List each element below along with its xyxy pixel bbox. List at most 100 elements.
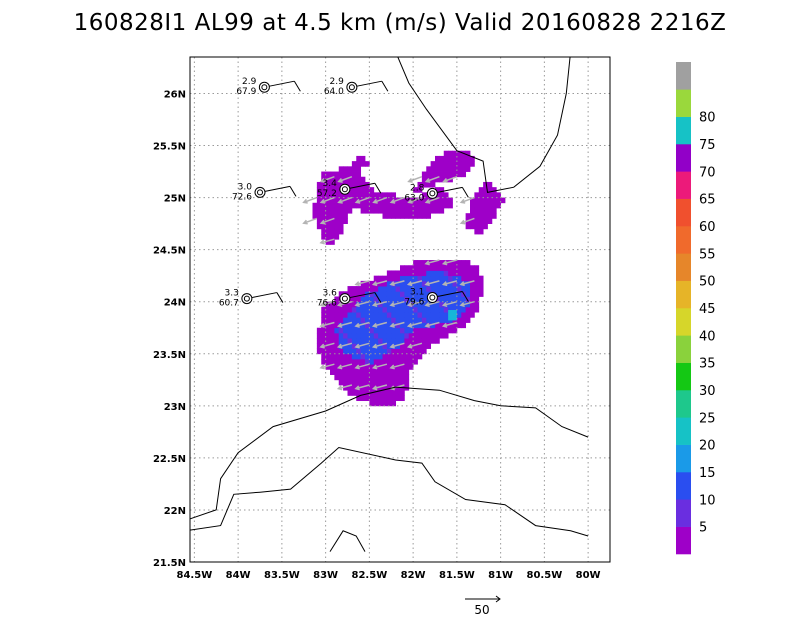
echo-cell bbox=[443, 197, 449, 204]
echo-cell bbox=[386, 312, 392, 318]
station-ring bbox=[426, 292, 438, 304]
echo-cell bbox=[456, 322, 462, 329]
echo-cell bbox=[369, 192, 375, 198]
echo-cell bbox=[360, 338, 366, 344]
echo-cell bbox=[391, 202, 397, 209]
echo-cell bbox=[404, 265, 410, 271]
echo-cell bbox=[421, 213, 427, 219]
echo-cell bbox=[470, 270, 475, 277]
echo-cell bbox=[400, 280, 405, 287]
lat-tick-label: 26N bbox=[164, 89, 186, 100]
echo-cell bbox=[356, 187, 362, 193]
echo-cell bbox=[391, 213, 397, 219]
wind-vector-head bbox=[319, 364, 325, 370]
echo-cell bbox=[413, 202, 418, 209]
wind-barb-shaft bbox=[269, 80, 295, 87]
echo-cell bbox=[452, 301, 458, 308]
colorbar: 5 10 15 20 25 30 35 40 45 50 55 60 65 70 75 80 bbox=[676, 62, 716, 555]
echo-cell bbox=[404, 296, 410, 303]
echo-cell bbox=[426, 338, 432, 344]
echo-cell bbox=[338, 291, 344, 297]
echo-cell bbox=[417, 301, 423, 308]
echo-cell bbox=[452, 161, 458, 167]
echo-cell bbox=[351, 358, 357, 365]
echo-cell bbox=[470, 155, 475, 162]
echo-cell bbox=[360, 176, 366, 183]
echo-cell bbox=[316, 348, 322, 355]
wind-vector bbox=[338, 175, 353, 183]
echo-cell bbox=[474, 202, 480, 209]
echo-cell bbox=[439, 322, 445, 329]
echo-cell bbox=[435, 187, 440, 193]
echo-cell bbox=[483, 223, 488, 230]
echo-cell bbox=[312, 202, 318, 209]
echo-cell bbox=[334, 192, 340, 198]
echo-cell bbox=[356, 317, 362, 323]
wind-vector-head bbox=[302, 198, 308, 204]
echo-cell bbox=[483, 197, 488, 204]
colorbar-segment bbox=[676, 226, 691, 254]
echo-cell bbox=[365, 338, 370, 344]
echo-cell bbox=[325, 228, 331, 235]
echo-cell bbox=[382, 192, 388, 198]
echo-cell bbox=[351, 332, 357, 339]
echo-cell bbox=[435, 286, 440, 292]
echo-cell bbox=[382, 379, 388, 386]
echo-cell bbox=[400, 358, 405, 365]
echo-cell bbox=[343, 384, 348, 391]
echo-cell bbox=[439, 166, 445, 172]
echo-cell bbox=[330, 358, 335, 365]
echo-cell bbox=[334, 202, 340, 209]
echo-cell bbox=[360, 379, 366, 386]
echo-cell bbox=[413, 286, 418, 292]
colorbar-label: 25 bbox=[699, 411, 716, 426]
station-value-top: 3.1 bbox=[410, 288, 424, 298]
wind-vector bbox=[390, 321, 405, 327]
coastline-segment bbox=[329, 530, 366, 552]
echo-cell bbox=[351, 317, 357, 323]
echo-cell bbox=[391, 270, 397, 277]
echo-cell bbox=[316, 187, 322, 193]
echo-cell bbox=[330, 176, 335, 183]
echo-cell bbox=[351, 312, 357, 318]
echo-cell bbox=[365, 322, 370, 329]
echo-cell bbox=[386, 291, 392, 297]
echo-cell bbox=[351, 176, 357, 183]
wind-vector bbox=[460, 217, 475, 224]
echo-cell bbox=[439, 306, 445, 313]
colorbar-segment bbox=[676, 499, 691, 527]
echo-cell bbox=[417, 296, 423, 303]
echo-cell bbox=[391, 348, 397, 355]
echo-cell bbox=[400, 317, 405, 323]
echo-cell bbox=[404, 202, 410, 209]
echo-cell bbox=[430, 202, 436, 209]
echo-cell bbox=[395, 312, 401, 318]
echo-cell bbox=[351, 286, 357, 292]
echo-cell bbox=[400, 338, 405, 344]
echo-cell bbox=[316, 197, 322, 204]
echo-cell bbox=[395, 332, 401, 339]
echo-cell bbox=[395, 213, 401, 219]
echo-cell bbox=[334, 369, 340, 375]
echo-cell bbox=[465, 312, 471, 318]
echo-cell bbox=[408, 270, 414, 277]
wind-vector-head bbox=[389, 281, 395, 287]
echo-cell bbox=[470, 275, 475, 282]
wind-vector bbox=[390, 280, 405, 286]
echo-cell bbox=[435, 322, 440, 329]
echo-cell bbox=[465, 306, 471, 313]
colorbar-label: 65 bbox=[699, 193, 716, 208]
station-marker: 3.676.6 bbox=[317, 289, 382, 309]
echo-cell bbox=[382, 275, 388, 282]
wind-vector-head bbox=[372, 198, 378, 204]
wind-vector bbox=[338, 342, 353, 348]
echo-cell bbox=[330, 301, 335, 308]
echo-cell bbox=[404, 364, 410, 370]
echo-cell bbox=[404, 197, 410, 204]
echo-cell bbox=[439, 192, 445, 198]
echo-cell bbox=[395, 384, 401, 391]
station-value-top: 3.3 bbox=[225, 289, 239, 299]
echo-cell bbox=[325, 202, 331, 209]
echo-cell bbox=[365, 358, 370, 365]
echo-cell bbox=[474, 270, 480, 277]
